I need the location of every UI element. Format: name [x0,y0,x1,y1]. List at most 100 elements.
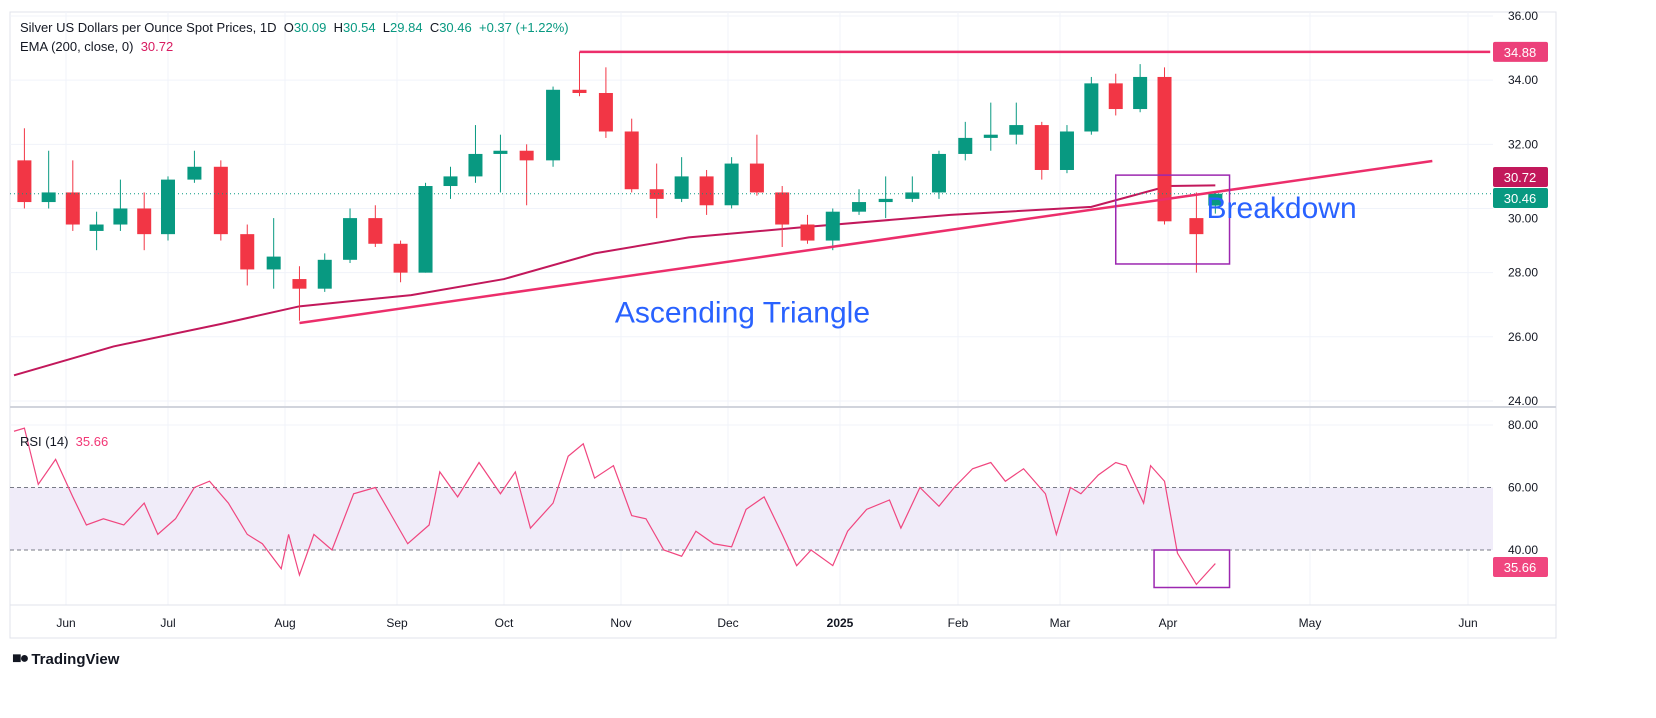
open-value: 30.09 [293,20,327,35]
rsi-highlight-box [1153,549,1231,589]
tradingview-logo[interactable]: ■● TradingView [12,650,119,668]
ema-label: EMA (200, close, 0) [20,39,134,54]
brand-name: TradingView [31,650,120,668]
close-value: 30.46 [439,20,472,35]
time-tick-label: Feb [948,616,969,630]
candle-body [1108,83,1123,110]
ema-legend[interactable]: EMA (200, close, 0) 30.72 [20,39,173,54]
candle [240,224,255,286]
candle-body [624,131,639,190]
breakdown-highlight-box [1114,174,1231,265]
candle [468,125,483,183]
candle-body [1034,125,1049,170]
candle [113,179,128,231]
candle [41,150,56,209]
candle-body [137,208,152,235]
candle [1009,102,1024,145]
candle [699,169,714,215]
candle-body [958,137,973,154]
candle-body [1133,76,1148,110]
low-label: L [382,20,391,35]
time-tick-label: Mar [1050,616,1071,630]
candle-body [292,279,307,289]
candle [17,128,32,209]
candle-body [213,166,228,235]
candle [418,182,433,273]
candle [749,134,764,196]
candle [519,144,534,206]
candle-body [89,224,104,231]
candle [800,214,815,244]
rsi-value: 35.66 [75,434,109,449]
candle-body [65,192,80,225]
ema-value: 30.72 [140,39,174,54]
candle-body [749,163,764,193]
price-tick-label: 36.00 [1508,9,1538,23]
candle-body [825,211,840,241]
price-tick-label: 24.00 [1508,394,1538,408]
price-label-text: 30.46 [1504,191,1537,206]
rsi-tick-label: 60.00 [1508,481,1538,495]
time-tick-label: Dec [717,616,738,630]
candle-body [983,134,998,138]
time-tick-label: Oct [495,616,514,630]
candle-body [674,176,689,199]
rsi-value-badge-text: 35.66 [1504,560,1537,575]
candle [983,102,998,151]
rsi-label: RSI (14) [20,434,69,449]
candle [931,150,946,199]
candle [292,266,307,321]
rsi-band [10,487,1493,550]
high-label: H [333,20,344,35]
change-value: +0.37 (+1.22%) [478,20,569,35]
candle [775,186,790,247]
high-value: 30.54 [343,20,376,35]
candle-body [468,153,483,177]
candle-body [905,192,920,199]
price-label-badge [1493,188,1548,209]
candle-body [317,259,332,289]
candle-body [852,202,867,212]
price-label-badge [1493,167,1548,188]
candle [1189,192,1204,273]
candle [89,211,104,251]
candle-body [931,153,946,193]
candle-body [41,192,56,203]
candle [187,150,202,183]
price-tick-label: 34.00 [1508,73,1538,87]
candle [1133,64,1148,113]
candle-body [418,186,433,273]
candle [343,208,358,264]
candle [213,160,228,241]
time-tick-label: Apr [1159,616,1178,630]
price-tick-label: 26.00 [1508,330,1538,344]
time-tick-label: Nov [610,616,631,630]
candle-body [443,176,458,187]
candle [393,240,408,283]
candle-body [649,189,664,199]
price-label-text: 34.88 [1504,45,1537,60]
candle [546,86,561,167]
symbol-title: Silver US Dollars per Ounce Spot Prices,… [20,20,277,35]
candle-body [724,163,739,206]
candle-body [266,256,281,270]
candle-body [368,218,383,244]
candle [649,163,664,219]
time-tick-label: Jun [1458,616,1477,630]
candle [825,208,840,251]
tradingview-logo-icon: ■● [12,650,29,667]
candle [493,134,508,193]
candle [368,205,383,247]
candle [137,192,152,251]
candle-body [598,92,613,132]
rsi-legend[interactable]: RSI (14) 35.66 [20,434,108,449]
rsi-value-badge [1493,557,1548,577]
candle-body [240,234,255,270]
candle [852,189,867,215]
annotation-text: Breakdown [1207,192,1357,225]
candle-body [572,89,587,93]
candle [1059,125,1074,174]
price-label-text: 30.72 [1504,170,1537,185]
